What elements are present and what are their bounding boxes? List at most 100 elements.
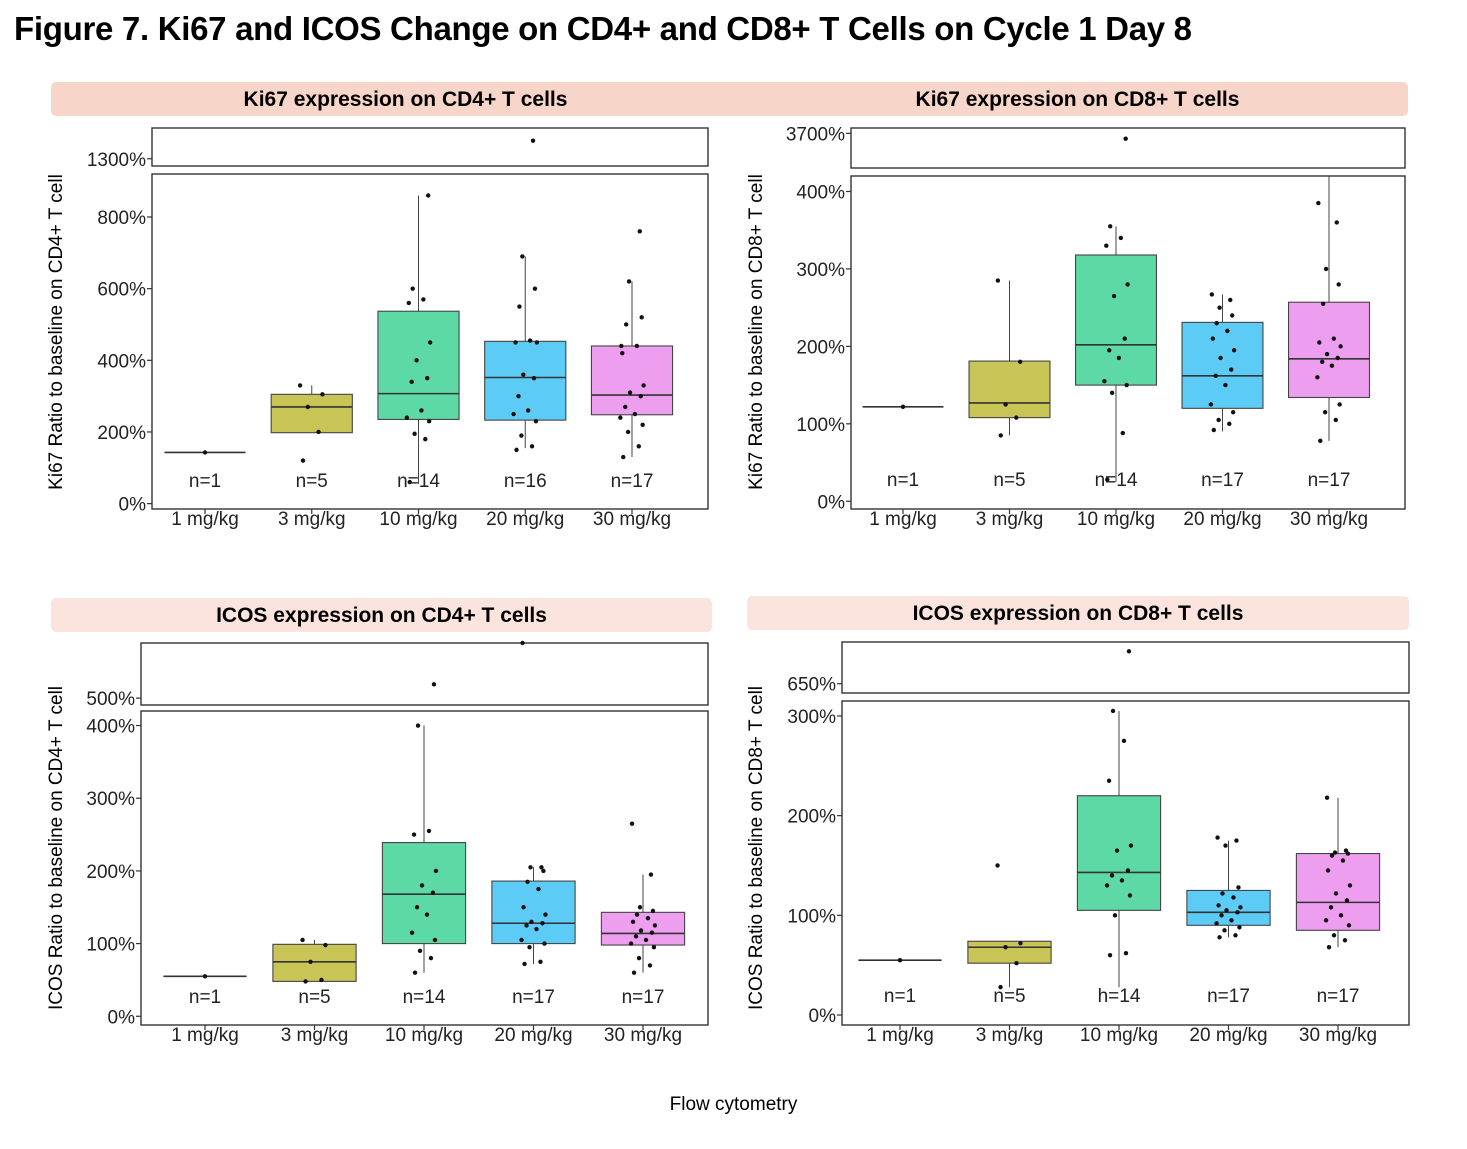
y-tick-label: 300% [796,260,845,281]
data-point [1208,402,1214,407]
data-point [637,905,643,910]
data-point [530,138,536,143]
data-point [1109,873,1115,878]
n-label: n=14 [397,471,440,492]
y-tick-label: 800% [97,208,146,229]
n-label: n=5 [296,471,328,492]
lower-panel-frame [841,700,1410,1026]
box [484,340,567,421]
n-label: n=16 [504,471,547,492]
data-point [1102,379,1107,384]
data-point [1128,843,1134,848]
y-tick-label: 200% [796,337,845,358]
data-point [633,934,639,939]
data-point [1315,375,1320,380]
x-tick-label: 10 mg/kg [1077,509,1155,530]
n-label: n=14 [1095,470,1138,491]
data-point [1123,951,1129,956]
upper-panel-frame [151,127,709,167]
box [1287,301,1371,399]
data-point [638,393,643,399]
data-point [638,928,644,933]
x-tick-label: 30 mg/kg [593,509,671,530]
data-point [514,447,519,453]
data-point [521,905,526,910]
data-point [643,937,649,943]
data-point [513,340,518,345]
data-point [419,883,425,888]
box [1295,852,1381,931]
n-label: n=17 [512,987,555,1008]
x-tick-label: 20 mg/kg [486,509,564,530]
data-point [1316,200,1321,206]
data-point [1223,843,1228,848]
n-label: h=14 [1098,986,1141,1007]
data-point [1121,738,1127,744]
panel-icos-cd8: ICOS expression on CD8+ T cells ICOS Rati… [746,596,1410,1046]
data-point [1014,415,1019,420]
y-axis-label: ICOS Ratio to baseline on CD8+ T cell [746,686,767,1010]
strip-header [747,82,1408,116]
data-point [645,915,651,921]
data-point [534,926,539,932]
data-point [1218,355,1223,361]
n-label: n=1 [884,986,916,1007]
data-point [520,254,525,259]
data-point [1324,795,1330,800]
x-tick-label: 10 mg/kg [385,1025,463,1046]
y-tick-label: 300% [787,707,836,728]
data-point [995,278,1001,283]
data-point [625,429,631,435]
data-point [1346,923,1352,928]
box [381,842,467,945]
data-point [1340,858,1346,863]
data-point [1329,853,1335,858]
y-tick-label: 600% [97,280,146,301]
data-point [417,948,423,954]
data-point [300,937,305,943]
data-point [998,984,1003,990]
data-point [1124,382,1129,388]
data-point [531,376,537,381]
upper-panel-frame [841,641,1410,694]
data-point [303,979,308,984]
n-label: n=17 [1207,986,1250,1007]
y-tick-label: 1300% [87,150,146,171]
y-tick-label: 400% [97,351,146,372]
y-tick-label: 3700% [786,124,845,145]
data-point [1125,868,1131,873]
y-axis-label: Ki67 Ratio to baseline on CD4+ T cell [46,174,67,490]
data-point [639,315,644,320]
data-point [1231,348,1237,353]
data-point [527,945,532,950]
data-point [415,723,421,728]
box [600,911,686,946]
data-point [407,479,412,485]
data-point [427,340,433,345]
data-point [323,942,328,948]
x-tick-label: 3 mg/kg [976,1025,1044,1046]
data-point [522,961,527,967]
data-point [308,959,313,964]
data-point [525,408,531,413]
data-point [406,300,411,306]
data-point [1325,868,1331,873]
data-point [1107,953,1113,958]
y-tick-label: 650% [787,675,836,696]
data-point [300,458,306,463]
data-point [1014,960,1019,966]
data-point [411,832,417,837]
panel-title: Ki67 expression on CD8+ T cells [916,88,1240,111]
data-point [620,350,625,356]
box [1186,889,1271,926]
panel-title: Ki67 expression on CD4+ T cells [244,88,568,111]
x-tick-label: 1 mg/kg [171,1025,239,1046]
data-point [1234,838,1239,843]
data-point [623,404,628,410]
box [1074,254,1158,386]
x-tick-label: 1 mg/kg [869,509,937,530]
data-point [1110,708,1116,714]
data-point [519,433,524,438]
data-point [517,304,522,309]
